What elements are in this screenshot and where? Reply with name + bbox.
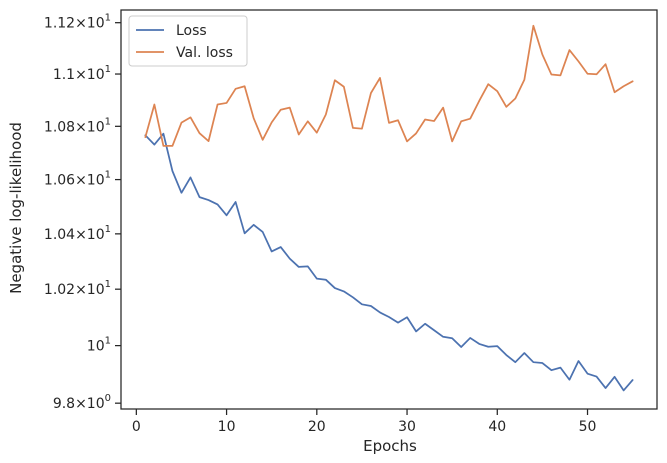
y-tick-label: 1.12×101 xyxy=(44,13,111,32)
y-tick-label: 1.04×101 xyxy=(44,224,111,243)
x-tick-label: 30 xyxy=(398,419,416,435)
x-tick-label: 20 xyxy=(308,419,326,435)
y-tick-label: 101 xyxy=(87,336,111,355)
series-line-loss xyxy=(144,132,634,392)
x-axis-title: Epochs xyxy=(363,437,417,455)
plot-area xyxy=(120,9,658,410)
x-tick-label: 10 xyxy=(218,419,236,435)
series-line-val-loss xyxy=(144,24,634,147)
y-tick-label: 1.02×101 xyxy=(44,279,111,298)
y-axis: 9.8×100 101 1.02×101 1.04×101 1.06×101 1.08×1… xyxy=(44,13,121,412)
legend: Loss Val. loss xyxy=(128,15,248,67)
x-tick-label: 0 xyxy=(132,419,141,435)
y-axis-title: Negative log-likelihood xyxy=(7,122,25,294)
x-tick-label: 40 xyxy=(488,419,506,435)
plot-border xyxy=(120,9,658,410)
y-tick-label: 9.8×100 xyxy=(53,393,111,412)
y-tick-label: 1.08×101 xyxy=(44,116,111,135)
legend-box xyxy=(128,15,248,67)
legend-label: Loss xyxy=(176,23,207,39)
legend-label: Val. loss xyxy=(176,45,233,61)
y-tick-label: 1.1×101 xyxy=(53,64,111,83)
x-tick-label: 50 xyxy=(579,419,597,435)
series-layer xyxy=(144,24,634,392)
x-axis: 0 10 20 30 40 50 xyxy=(132,409,597,435)
y-tick-label: 1.06×101 xyxy=(44,170,111,189)
